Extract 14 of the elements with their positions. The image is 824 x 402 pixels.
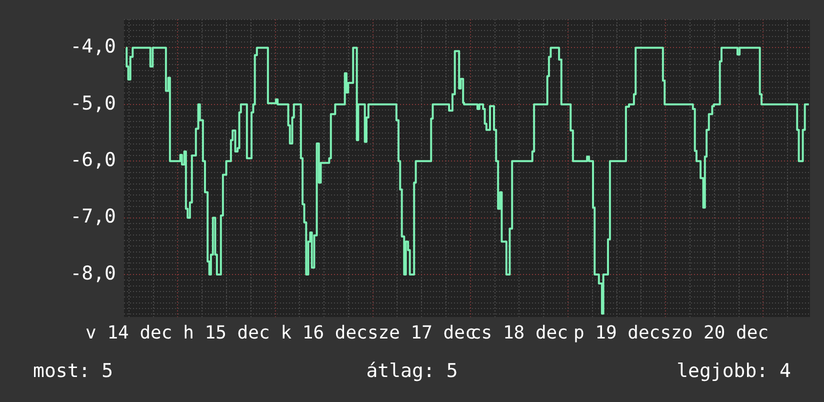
y-tick-label: -8,0 xyxy=(70,262,116,284)
y-tick-label: -7,0 xyxy=(70,206,116,228)
x-tick-label: k 16 dec xyxy=(280,322,368,344)
x-tick-label: szo 20 dec xyxy=(660,322,769,344)
x-tick-label: h 15 dec xyxy=(183,322,270,344)
y-tick-label: -4,0 xyxy=(70,36,116,58)
x-tick-label: v 14 dec xyxy=(86,322,172,344)
text: átlag: 5 xyxy=(366,360,458,382)
y-tick-label: -6,0 xyxy=(70,149,116,172)
x-tick-label: p 19 dec xyxy=(573,322,660,344)
text: legjobb: 4 xyxy=(676,360,791,382)
x-tick-label: sze 17 dec xyxy=(367,322,476,344)
text: most: 5 xyxy=(33,360,114,382)
y-tick-label: -5,0 xyxy=(70,92,116,114)
